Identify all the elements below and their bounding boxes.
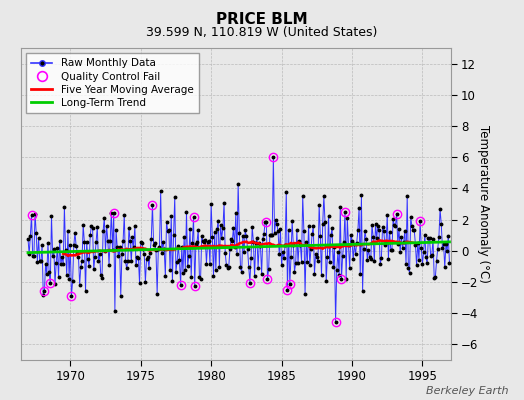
Legend: Raw Monthly Data, Quality Control Fail, Five Year Moving Average, Long-Term Tren: Raw Monthly Data, Quality Control Fail, … xyxy=(26,53,199,113)
Text: 39.599 N, 110.819 W (United States): 39.599 N, 110.819 W (United States) xyxy=(146,26,378,39)
Text: Berkeley Earth: Berkeley Earth xyxy=(426,386,508,396)
Y-axis label: Temperature Anomaly (°C): Temperature Anomaly (°C) xyxy=(476,125,489,283)
Text: PRICE BLM: PRICE BLM xyxy=(216,12,308,27)
